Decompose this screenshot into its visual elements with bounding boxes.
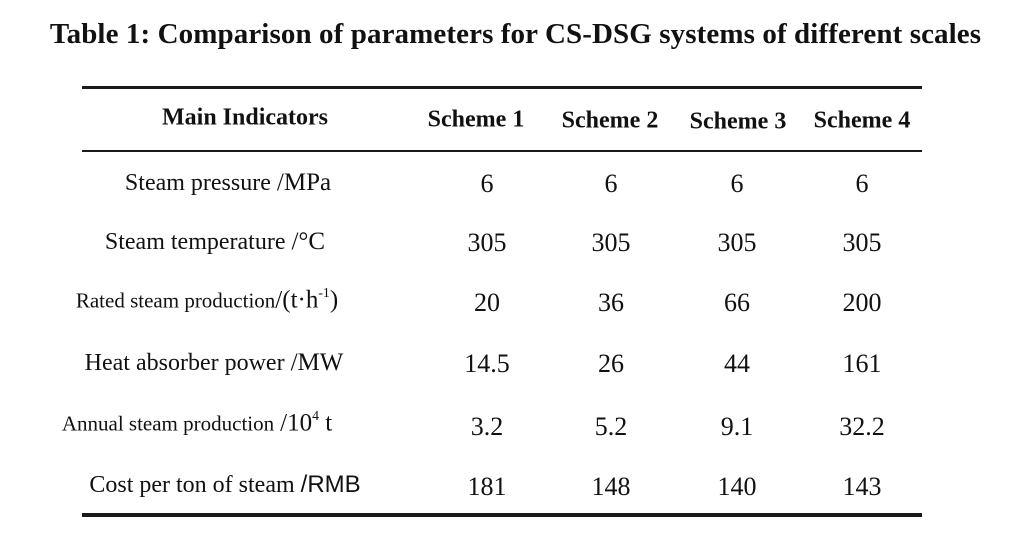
table-cell: 9.1 bbox=[720, 412, 754, 441]
row-label-cost-per-ton: Cost per ton of steam /RMB bbox=[89, 471, 360, 499]
table-cell: 161 bbox=[842, 349, 882, 378]
row-label-steam-temperature: Steam temperature /°C bbox=[105, 228, 325, 256]
table-cell: 143 bbox=[842, 472, 882, 501]
column-header-main-indicators: Main Indicators bbox=[161, 104, 329, 131]
column-header-scheme-1: Scheme 1 bbox=[427, 106, 525, 133]
row-unit: /104 t bbox=[280, 408, 333, 437]
row-label-text: Annual steam production bbox=[61, 411, 275, 436]
table-cell: 140 bbox=[717, 472, 757, 501]
table-cell: 305 bbox=[842, 228, 882, 257]
table-cell: 6 bbox=[730, 169, 744, 198]
column-header-scheme-3: Scheme 3 bbox=[689, 108, 787, 135]
row-unit: /MPa bbox=[276, 169, 332, 196]
table-cell: 148 bbox=[591, 472, 631, 501]
table-cell: 26 bbox=[598, 349, 624, 378]
table-cell: 6 bbox=[480, 169, 494, 198]
table-cell: 6 bbox=[855, 169, 869, 198]
top-rule bbox=[82, 86, 922, 89]
table-cell: 305 bbox=[717, 228, 757, 257]
table-cell: 181 bbox=[467, 472, 507, 501]
table-cell: 5.2 bbox=[594, 412, 628, 441]
row-unit: /°C bbox=[291, 228, 326, 255]
table-cell: 32.2 bbox=[839, 412, 885, 441]
row-label-text: Steam temperature bbox=[104, 229, 286, 255]
row-label-heat-absorber-power: Heat absorber power /MW bbox=[85, 349, 344, 377]
row-label-text: Heat absorber power bbox=[84, 350, 285, 376]
table-cell: 3.2 bbox=[470, 412, 504, 441]
row-label-annual-steam-production: Annual steam production /104 t bbox=[62, 408, 332, 437]
table-cell: 305 bbox=[591, 228, 631, 257]
table-caption: Table 1: Comparison of parameters for CS… bbox=[49, 18, 982, 50]
table-cell: 200 bbox=[842, 288, 882, 317]
row-label-text: Steam pressure bbox=[124, 170, 271, 196]
table-cell: 305 bbox=[467, 228, 507, 257]
table-cell: 66 bbox=[724, 288, 750, 317]
row-label-text: Cost per ton of steam bbox=[89, 472, 295, 498]
table-cell: 20 bbox=[474, 288, 500, 317]
table-cell: 14.5 bbox=[464, 349, 510, 378]
row-unit: /RMB bbox=[300, 471, 361, 498]
table-cell: 6 bbox=[604, 169, 618, 198]
column-header-scheme-4: Scheme 4 bbox=[813, 107, 911, 134]
row-unit: /MW bbox=[290, 349, 344, 376]
table-cell: 36 bbox=[598, 288, 624, 317]
row-label-steam-pressure: Steam pressure /MPa bbox=[125, 169, 331, 197]
column-header-scheme-2: Scheme 2 bbox=[561, 107, 659, 134]
row-label-rated-steam-production: Rated steam production/(t·h-1) bbox=[76, 285, 338, 314]
header-rule bbox=[82, 150, 922, 152]
bottom-rule bbox=[82, 513, 922, 517]
table-cell: 44 bbox=[724, 349, 750, 378]
row-label-text: Rated steam production bbox=[75, 288, 276, 313]
row-unit: /(t·h-1) bbox=[275, 285, 339, 314]
